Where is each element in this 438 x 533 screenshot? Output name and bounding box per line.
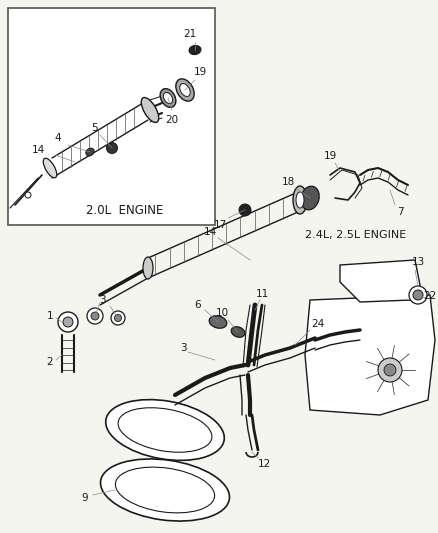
Ellipse shape — [106, 400, 224, 461]
Text: 11: 11 — [255, 289, 268, 299]
Circle shape — [238, 204, 251, 216]
Ellipse shape — [179, 84, 190, 96]
Circle shape — [412, 290, 422, 300]
Ellipse shape — [300, 186, 318, 210]
Circle shape — [25, 192, 31, 198]
Text: 2.0L  ENGINE: 2.0L ENGINE — [86, 204, 163, 216]
Ellipse shape — [292, 186, 306, 214]
Ellipse shape — [295, 192, 303, 208]
Ellipse shape — [115, 467, 214, 513]
Circle shape — [63, 317, 73, 327]
Circle shape — [91, 312, 99, 320]
Ellipse shape — [208, 316, 226, 328]
Circle shape — [87, 308, 103, 324]
Text: 20: 20 — [165, 115, 178, 125]
Text: 19: 19 — [323, 151, 336, 161]
Circle shape — [111, 311, 125, 325]
Polygon shape — [339, 260, 419, 302]
Text: 2.4L, 2.5L ENGINE: 2.4L, 2.5L ENGINE — [304, 230, 405, 240]
Circle shape — [408, 286, 426, 304]
Polygon shape — [304, 295, 434, 415]
Ellipse shape — [43, 158, 57, 178]
Text: 2: 2 — [46, 357, 53, 367]
Ellipse shape — [100, 459, 229, 521]
Circle shape — [106, 142, 117, 154]
Circle shape — [114, 314, 121, 321]
Text: 9: 9 — [81, 493, 88, 503]
Ellipse shape — [163, 92, 172, 103]
Text: 10: 10 — [215, 308, 228, 318]
Text: 14: 14 — [203, 227, 216, 237]
Text: 12: 12 — [257, 459, 270, 469]
Text: 14: 14 — [31, 145, 45, 155]
Text: 19: 19 — [193, 67, 206, 77]
Circle shape — [377, 358, 401, 382]
Text: 24: 24 — [311, 319, 324, 329]
Bar — [8, 8, 215, 225]
Text: 18: 18 — [281, 177, 294, 187]
Ellipse shape — [189, 45, 201, 54]
Text: 21: 21 — [183, 29, 196, 39]
Ellipse shape — [85, 148, 94, 156]
Ellipse shape — [118, 408, 212, 453]
Text: 3: 3 — [99, 295, 105, 305]
Text: 4: 4 — [55, 133, 61, 143]
Ellipse shape — [141, 98, 159, 123]
Ellipse shape — [160, 88, 176, 107]
Text: 5: 5 — [92, 123, 98, 133]
Text: 7: 7 — [396, 207, 403, 217]
Ellipse shape — [176, 79, 194, 101]
Circle shape — [58, 312, 78, 332]
Text: 3: 3 — [179, 343, 186, 353]
Ellipse shape — [231, 327, 244, 337]
Text: 1: 1 — [46, 311, 53, 321]
Circle shape — [383, 364, 395, 376]
Text: 13: 13 — [410, 257, 424, 267]
Text: 17: 17 — [213, 220, 226, 230]
Ellipse shape — [143, 257, 153, 279]
Text: 22: 22 — [422, 291, 436, 301]
Text: 6: 6 — [194, 300, 201, 310]
